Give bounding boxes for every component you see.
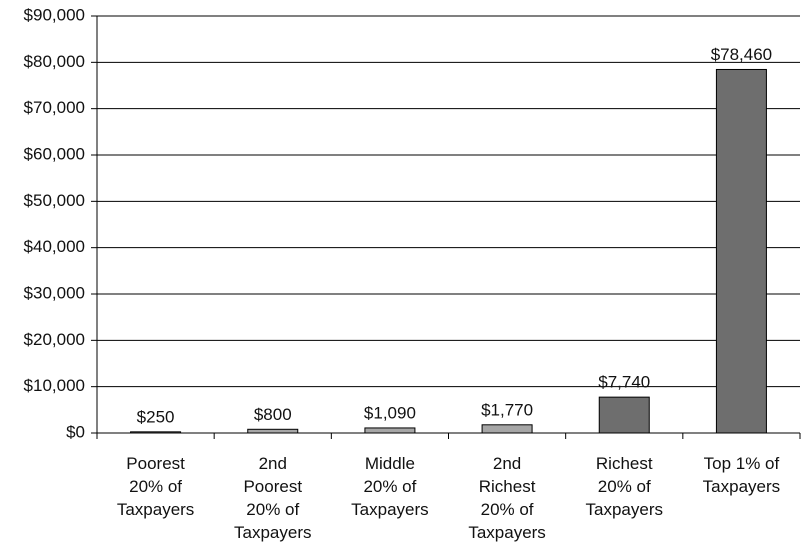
- y-tick-label: $50,000: [24, 191, 85, 210]
- value-label: $800: [254, 405, 292, 424]
- value-label: $78,460: [711, 45, 772, 64]
- y-tick-label: $30,000: [24, 283, 85, 302]
- y-tick-label: $20,000: [24, 330, 85, 349]
- x-tick-label: 2nd Richest 20% of Taxpayers: [468, 454, 545, 542]
- y-tick-label: $10,000: [24, 376, 85, 395]
- value-label: $7,740: [598, 373, 650, 392]
- value-label: $250: [137, 407, 175, 426]
- x-tick-label: Poorest 20% of Taxpayers: [117, 454, 194, 519]
- bar: [715, 68, 767, 434]
- value-label: $1,770: [481, 400, 533, 419]
- x-tick-label: Richest 20% of Taxpayers: [586, 454, 663, 519]
- bar: [598, 396, 650, 434]
- y-tick-label: $80,000: [24, 52, 85, 71]
- value-label: $1,090: [364, 403, 416, 422]
- bar: [130, 431, 182, 434]
- x-tick-label: 2nd Poorest 20% of Taxpayers: [234, 454, 311, 542]
- y-tick-label: $70,000: [24, 98, 85, 117]
- bar: [481, 424, 533, 434]
- y-tick-label: $40,000: [24, 237, 85, 256]
- bar: [247, 428, 299, 434]
- x-tick-label: Top 1% of Taxpayers: [703, 454, 780, 496]
- y-tick-label: $60,000: [24, 144, 85, 163]
- bar: [364, 427, 416, 434]
- x-tick-label: Middle 20% of Taxpayers: [351, 454, 428, 519]
- y-tick-label: $90,000: [24, 5, 85, 24]
- y-tick-label: $0: [66, 422, 85, 441]
